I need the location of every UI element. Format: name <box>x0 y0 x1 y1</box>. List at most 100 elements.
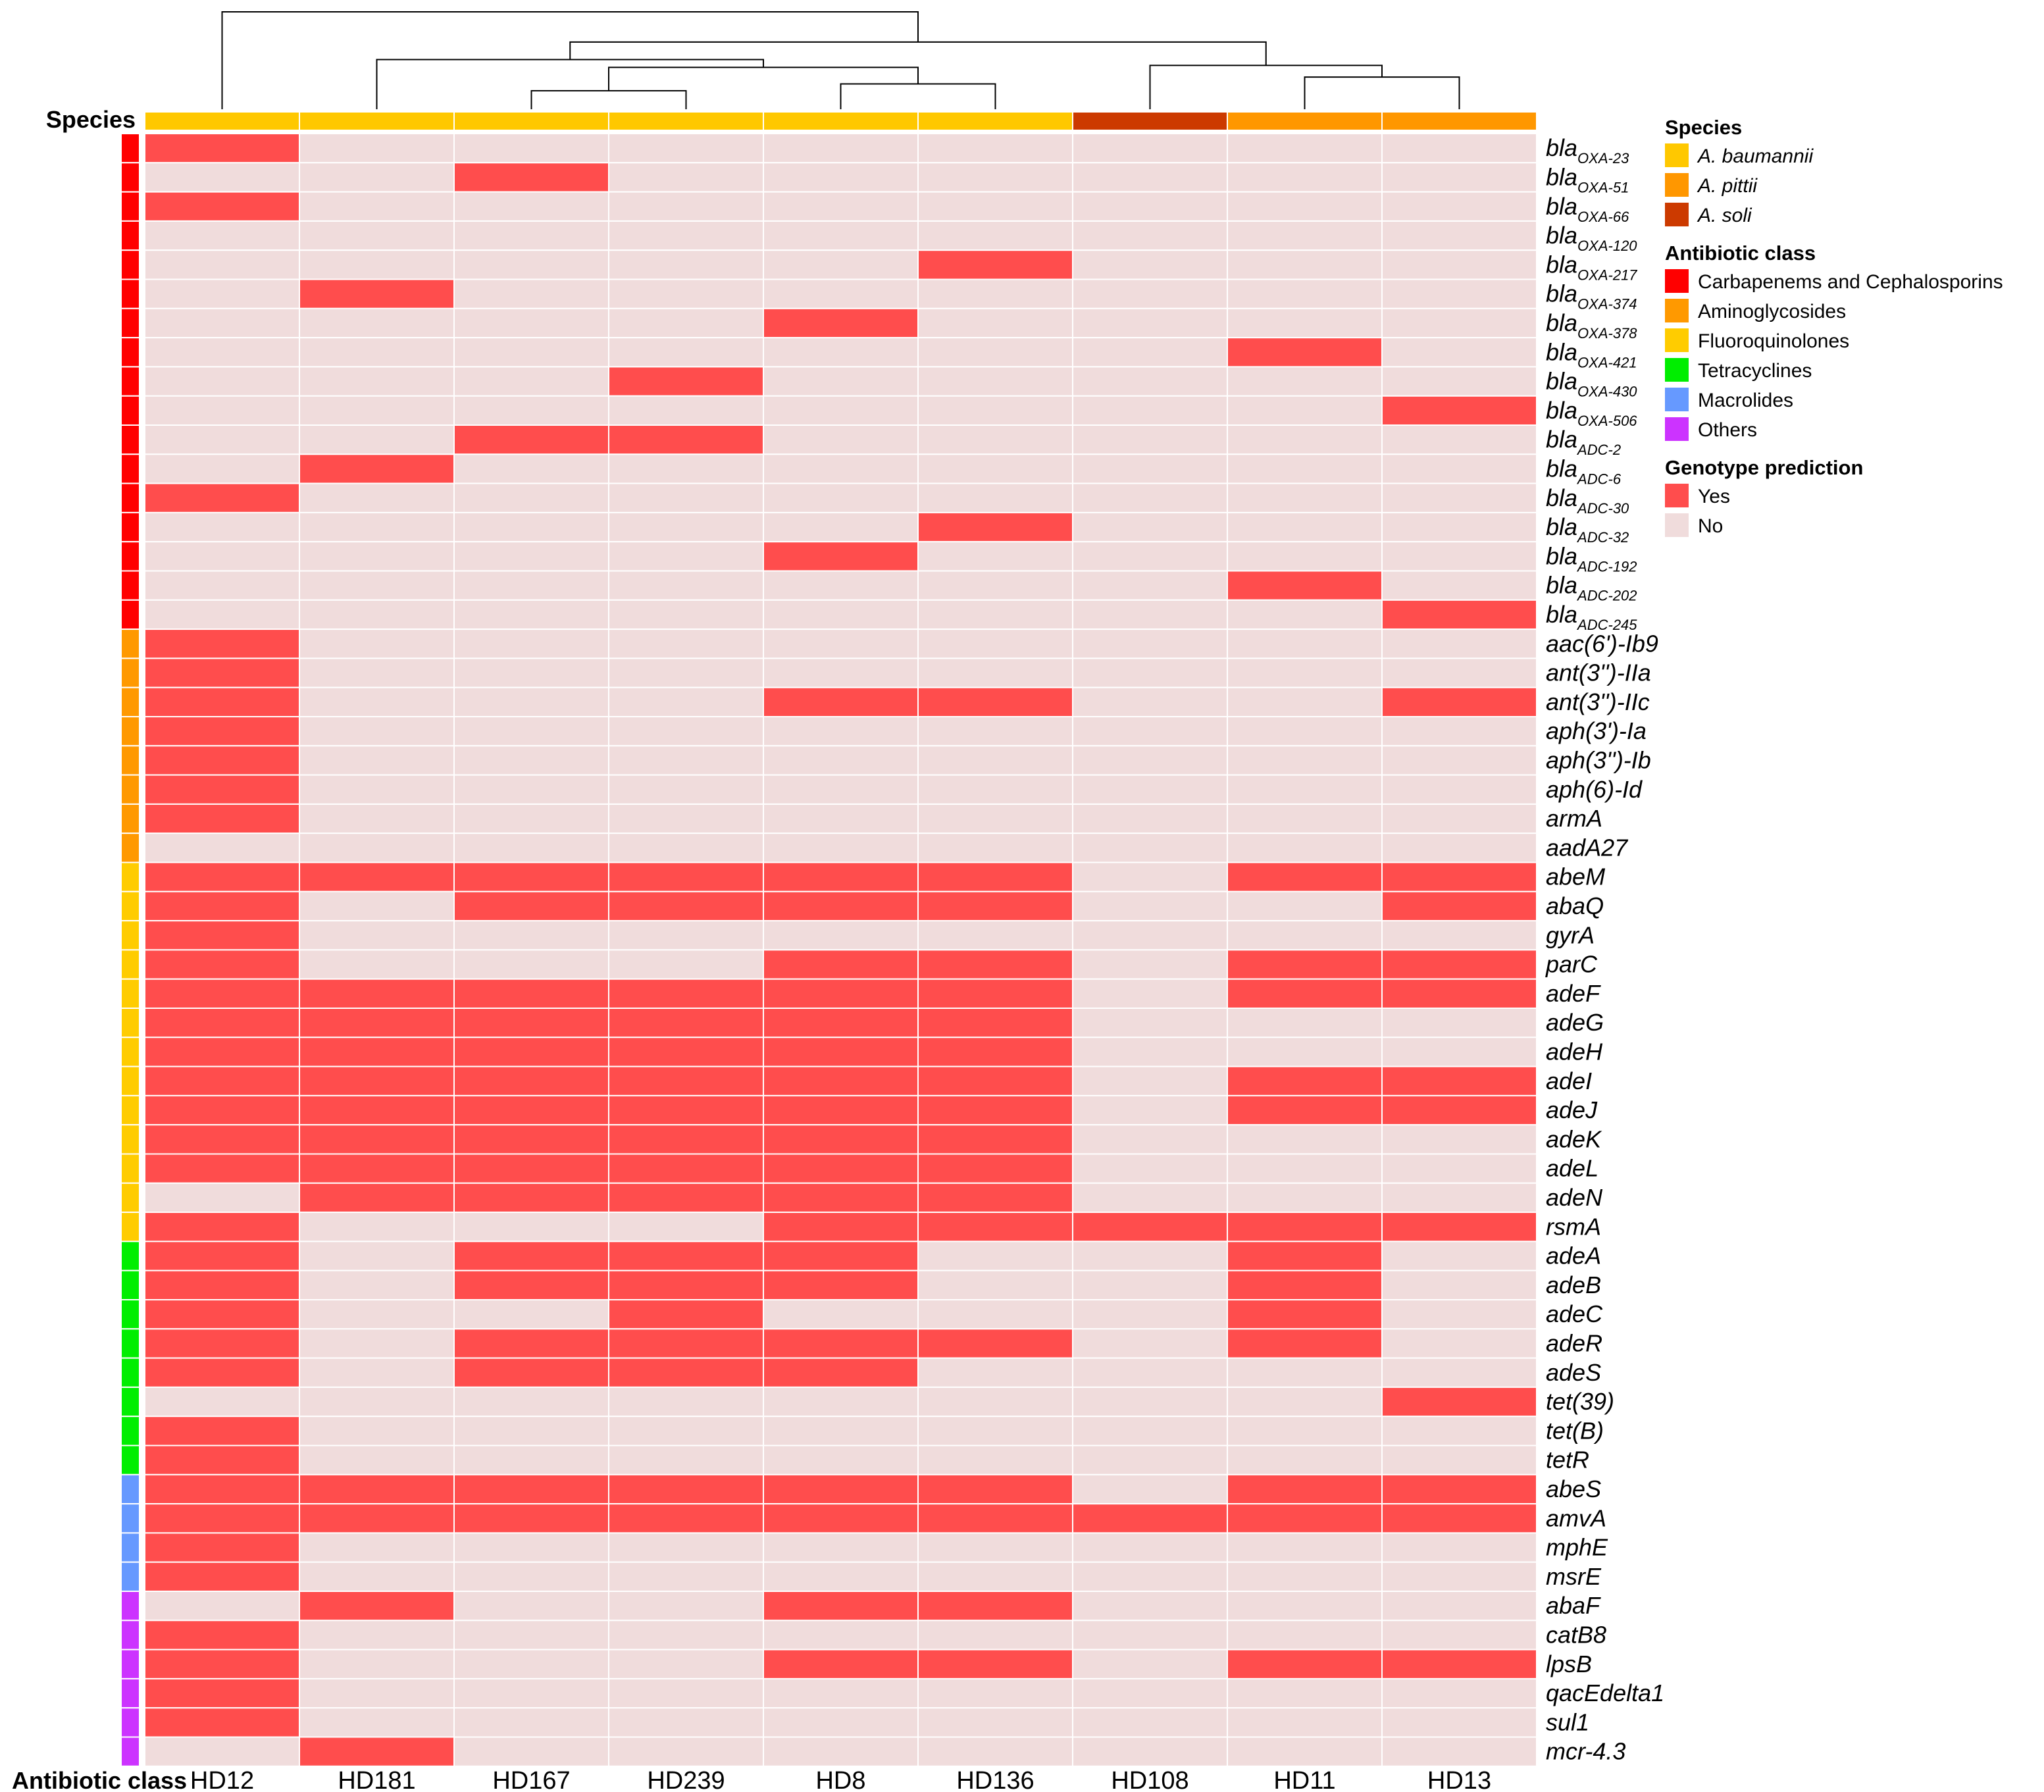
row-label: abaQ <box>1546 892 1604 919</box>
heatmap-cell <box>453 745 609 776</box>
heatmap-cell <box>763 803 919 834</box>
heatmap-cell <box>299 1357 455 1388</box>
heatmap-cell <box>763 1094 919 1126</box>
heatmap-cell <box>917 482 1073 513</box>
class-cell <box>120 745 140 776</box>
heatmap-cell <box>763 1591 919 1622</box>
row-label-subscript: ADC-6 <box>1576 471 1622 487</box>
heatmap-cell <box>299 337 455 368</box>
heatmap-cell <box>763 1182 919 1214</box>
heatmap-cell <box>1381 1008 1537 1038</box>
heatmap-cell <box>144 890 300 922</box>
heatmap-cell <box>144 482 300 513</box>
heatmap-cell <box>608 1677 764 1709</box>
heatmap-cell <box>299 1212 455 1242</box>
row-label-main: bla <box>1546 222 1577 249</box>
heatmap-cell <box>453 541 609 572</box>
heatmap-cell <box>608 745 764 776</box>
heatmap-cell <box>299 861 455 892</box>
row-label-main: abeM <box>1546 863 1605 890</box>
class-cell <box>120 1736 140 1767</box>
heatmap-cell <box>763 716 919 747</box>
heatmap-cell <box>1227 307 1383 339</box>
heatmap-cell <box>1227 1008 1383 1038</box>
heatmap-cell <box>453 511 609 543</box>
heatmap-cell <box>299 162 455 193</box>
heatmap-cell <box>453 949 609 980</box>
heatmap-cell <box>1227 366 1383 397</box>
species-legend-label: A. soli <box>1697 205 1752 226</box>
heatmap-cell <box>144 978 300 1009</box>
heatmap-cell <box>1227 1416 1383 1446</box>
heatmap-cell <box>144 1008 300 1038</box>
heatmap-cell <box>1072 1736 1228 1767</box>
dendrogram-branch <box>840 83 996 109</box>
row-label-main: bla <box>1546 572 1577 599</box>
heatmap-cell <box>1227 716 1383 747</box>
heatmap-cell <box>144 745 300 776</box>
heatmap-cell <box>608 978 764 1009</box>
heatmap-cell <box>1072 453 1228 484</box>
antibiotic-class-legend-label: Tetracyclines <box>1698 360 1812 382</box>
heatmap-cell <box>608 1445 764 1475</box>
heatmap-cell <box>299 1677 455 1709</box>
row-label-main: tet(B) <box>1546 1417 1604 1444</box>
row-label: msrE <box>1546 1563 1602 1590</box>
class-cell <box>120 949 140 980</box>
heatmap-cell <box>144 424 300 455</box>
class-cell <box>120 1212 140 1242</box>
heatmap-cell <box>1227 541 1383 572</box>
heatmap-cell <box>608 1707 764 1738</box>
heatmap-cell <box>763 278 919 309</box>
heatmap-cell <box>1072 1241 1228 1271</box>
heatmap-cell <box>1072 1445 1228 1475</box>
heatmap-cell <box>144 1561 300 1592</box>
heatmap-cell <box>1072 1008 1228 1038</box>
species-legend-label: A. baumannii <box>1697 145 1814 167</box>
row-label: blaOXA-506 <box>1546 397 1637 429</box>
heatmap-cell <box>917 424 1073 455</box>
heatmap-cell <box>453 395 609 426</box>
row-label-main: bla <box>1546 484 1577 511</box>
heatmap-cell <box>299 1386 455 1418</box>
heatmap-cell <box>299 1008 455 1038</box>
heatmap-cell <box>1381 949 1537 980</box>
class-cell <box>120 395 140 426</box>
heatmap-cell <box>144 220 300 251</box>
heatmap-cell <box>1381 774 1537 805</box>
heatmap-cell <box>608 249 764 280</box>
heatmap-cell <box>299 424 455 455</box>
heatmap-cell <box>917 162 1073 193</box>
heatmap-cell <box>453 249 609 280</box>
column-label-hd108: HD108 <box>1111 1767 1188 1792</box>
row-label-subscript: OXA-506 <box>1577 413 1637 429</box>
heatmap-cell <box>453 1212 609 1242</box>
class-cell <box>120 890 140 922</box>
heatmap-cell <box>453 1386 609 1418</box>
heatmap-cell <box>608 1065 764 1096</box>
heatmap-cell <box>453 220 609 251</box>
row-label: adeS <box>1546 1359 1601 1386</box>
row-label-main: abaQ <box>1546 892 1604 919</box>
species-annotation-title: Species <box>46 106 136 133</box>
genotype-legend-title: Genotype prediction <box>1665 456 1863 479</box>
heatmap-cell <box>299 249 455 280</box>
heatmap-cell <box>453 1561 609 1592</box>
class-cell <box>120 716 140 747</box>
heatmap-cell <box>763 424 919 455</box>
heatmap-cell <box>763 1416 919 1446</box>
heatmap-cell <box>299 453 455 484</box>
heatmap-cell <box>144 1299 300 1330</box>
row-label-main: tet(39) <box>1546 1388 1614 1415</box>
heatmap-cell <box>1072 1269 1228 1300</box>
heatmap-cell <box>1381 1591 1537 1622</box>
heatmap-cell <box>1072 1094 1228 1126</box>
row-label-main: abaF <box>1546 1592 1601 1619</box>
class-cell <box>120 1503 140 1534</box>
heatmap-cell <box>453 191 609 222</box>
heatmap-cell <box>1072 220 1228 251</box>
heatmap-cell <box>299 628 455 659</box>
heatmap-cell <box>144 1357 300 1388</box>
heatmap-cell <box>144 920 300 951</box>
heatmap-cell <box>1072 1591 1228 1622</box>
